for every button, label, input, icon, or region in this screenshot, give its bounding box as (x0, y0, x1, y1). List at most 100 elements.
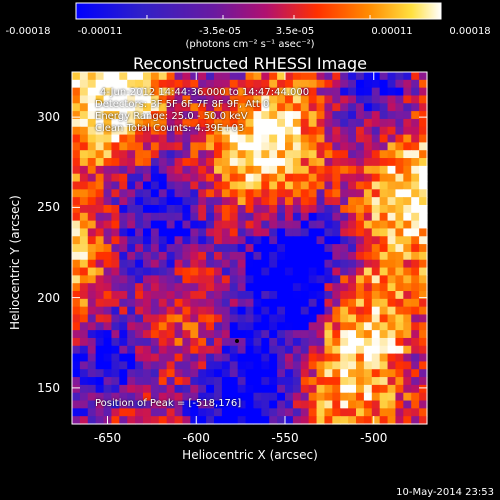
heatmap-cell (363, 298, 373, 308)
heatmap-cell (111, 291, 120, 300)
heatmap-cell (79, 416, 89, 425)
heatmap-cell (214, 79, 223, 89)
heatmap-cell (261, 369, 270, 378)
heatmap-cell (237, 212, 247, 222)
heatmap-cell (206, 384, 215, 394)
heatmap-cell (363, 377, 373, 386)
heatmap-cell (174, 118, 184, 128)
heatmap-cell (419, 306, 428, 316)
heatmap-cell (253, 189, 262, 198)
heatmap-cell (182, 384, 191, 394)
heatmap-cell (277, 228, 286, 237)
heatmap-cell (285, 345, 294, 355)
heatmap-cell (269, 189, 278, 198)
heatmap-cell (300, 236, 310, 245)
heatmap-cell (379, 228, 389, 237)
heatmap-cell (371, 322, 381, 331)
heatmap-cell (332, 369, 341, 378)
heatmap-cell (79, 204, 89, 214)
heatmap-cell (190, 314, 199, 323)
heatmap-cell (292, 392, 302, 402)
heatmap-cell (253, 204, 262, 214)
heatmap-cell (324, 134, 333, 143)
heatmap-cell (277, 103, 286, 112)
heatmap-cell (332, 330, 341, 339)
heatmap-cell (316, 87, 326, 97)
heatmap-cell (150, 306, 160, 316)
heatmap-cell (119, 314, 128, 323)
heatmap-cell (395, 337, 404, 347)
heatmap-cell (308, 298, 318, 308)
heatmap-cell (237, 330, 247, 339)
heatmap-cell (300, 314, 310, 323)
heatmap-cell (111, 142, 120, 151)
heatmap-cell (206, 212, 215, 222)
heatmap-cell (95, 79, 105, 89)
heatmap-cell (150, 416, 160, 425)
heatmap-cell (379, 416, 389, 425)
heatmap-cell (348, 165, 357, 175)
heatmap-cell (324, 189, 333, 198)
heatmap-cell (182, 204, 191, 214)
heatmap-cell (95, 392, 105, 402)
heatmap-cell (371, 345, 381, 355)
heatmap-cell (237, 236, 247, 245)
heatmap-cell (127, 314, 136, 323)
heatmap-cell (182, 369, 191, 378)
heatmap-cell (72, 377, 81, 386)
heatmap-cell (221, 416, 231, 425)
heatmap-cell (119, 259, 128, 269)
heatmap-cell (95, 298, 105, 308)
heatmap-cell (253, 408, 262, 417)
heatmap-cell (166, 197, 176, 206)
heatmap-cell (206, 236, 215, 245)
heatmap-cell (379, 251, 389, 261)
heatmap-cell (285, 369, 294, 378)
heatmap-cell (79, 369, 89, 378)
heatmap-cell (316, 298, 326, 308)
heatmap-cell (237, 384, 247, 394)
heatmap-cell (253, 251, 262, 261)
heatmap-cell (395, 165, 404, 175)
heatmap-cell (308, 384, 318, 394)
heatmap-cell (419, 298, 428, 308)
heatmap-cell (135, 72, 144, 81)
heatmap-cell (237, 228, 247, 237)
heatmap-cell (348, 416, 357, 425)
heatmap-cell (72, 158, 81, 167)
heatmap-cell (198, 267, 207, 276)
heatmap-cell (143, 72, 152, 81)
heatmap-cell (95, 87, 105, 97)
heatmap-cell (300, 134, 310, 143)
heatmap-cell (411, 228, 420, 237)
heatmap-cell (143, 291, 152, 300)
heatmap-cell (316, 181, 326, 190)
heatmap-cell (214, 306, 223, 316)
heatmap-cell (419, 79, 428, 89)
heatmap-cell (387, 236, 397, 245)
heatmap-cell (308, 314, 318, 323)
heatmap-cell (395, 181, 404, 190)
heatmap-cell (269, 392, 278, 402)
heatmap-cell (166, 244, 176, 253)
heatmap-cell (135, 314, 144, 323)
heatmap-cell (127, 361, 136, 370)
heatmap-cell (229, 220, 239, 230)
heatmap-cell (363, 353, 373, 363)
heatmap-cell (198, 298, 207, 308)
heatmap-cell (324, 236, 333, 245)
heatmap-cell (166, 142, 176, 151)
heatmap-cell (261, 165, 270, 175)
heatmap-cell (143, 361, 152, 370)
heatmap-cell (285, 142, 294, 151)
heatmap-cell (206, 134, 215, 143)
heatmap-cell (150, 408, 160, 417)
heatmap-cell (371, 134, 381, 143)
heatmap-cell (340, 306, 349, 316)
heatmap-cell (269, 150, 278, 159)
heatmap-cell (269, 173, 278, 183)
heatmap-cell (253, 79, 262, 89)
heatmap-cell (277, 322, 286, 331)
heatmap-cell (214, 95, 223, 104)
heatmap-cell (174, 322, 184, 331)
